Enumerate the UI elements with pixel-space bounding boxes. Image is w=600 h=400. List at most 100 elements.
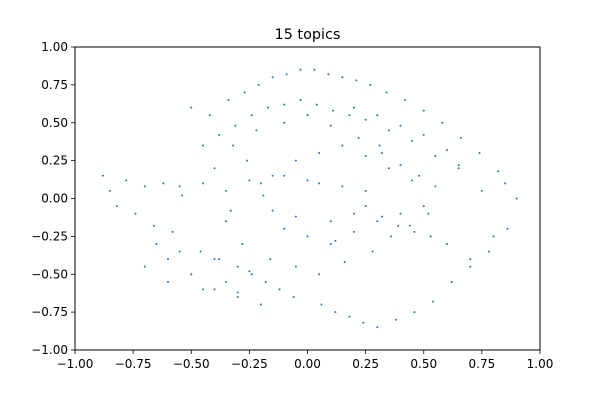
scatter-point: [250, 114, 253, 117]
scatter-point: [208, 114, 211, 117]
scatter-point: [411, 139, 414, 142]
scatter-point: [278, 288, 281, 291]
scatter-point: [387, 167, 390, 170]
scatter-point: [318, 152, 321, 155]
scatter-point: [334, 239, 337, 242]
scatter-point: [327, 73, 330, 76]
scatter-point: [227, 99, 230, 102]
scatter-point: [101, 174, 104, 177]
scatter-point: [218, 133, 221, 136]
scatter-point: [418, 174, 421, 177]
scatter-point: [266, 106, 269, 109]
scatter-point: [380, 215, 383, 218]
scatter-point: [236, 295, 239, 298]
scatter-point: [199, 250, 202, 253]
x-tick-label: 0.25: [352, 357, 379, 371]
scatter-point: [283, 121, 286, 124]
scatter-point: [515, 197, 518, 200]
scatter-point: [408, 224, 411, 227]
x-tick-label: −0.75: [115, 357, 152, 371]
y-tick-label: −0.25: [31, 229, 68, 243]
y-tick-label: −0.50: [31, 267, 68, 281]
scatter-point: [364, 205, 367, 208]
scatter-point: [229, 209, 232, 212]
y-axis-ticks: −1.00 −0.75 −0.50 −0.25 0.00 0.25 0.50 0.75 1.00: [31, 40, 75, 357]
scatter-point: [153, 224, 156, 227]
scatter-point: [299, 99, 302, 102]
scatter-point: [236, 291, 239, 294]
scatter-point: [487, 250, 490, 253]
scatter-point: [213, 288, 216, 291]
scatter-point: [115, 205, 118, 208]
scatter-point: [329, 242, 332, 245]
scatter-point: [318, 273, 321, 276]
scatter-point: [353, 230, 355, 233]
scatter-point: [353, 106, 355, 109]
scatter-point: [264, 280, 267, 283]
scatter-point: [294, 265, 297, 268]
scatter-point: [348, 114, 351, 117]
scatter-point: [294, 159, 297, 162]
scatter-points: [101, 68, 518, 329]
scatter-point: [271, 174, 274, 177]
scatter-point: [492, 235, 495, 238]
scatter-point: [250, 273, 253, 276]
scatter-point: [355, 79, 358, 82]
scatter-point: [399, 212, 402, 215]
scatter-point: [271, 76, 274, 79]
scatter-point: [371, 250, 374, 253]
y-tick-label: 0.25: [41, 154, 68, 168]
scatter-point: [306, 179, 309, 182]
scatter-point: [318, 182, 321, 185]
scatter-point: [378, 144, 381, 147]
scatter-point: [246, 159, 249, 162]
scatter-point: [329, 124, 332, 127]
scatter-point: [480, 189, 483, 192]
scatter-point: [255, 129, 258, 132]
scatter-point: [364, 155, 367, 158]
scatter-point: [422, 109, 425, 112]
scatter-point: [329, 220, 332, 223]
scatter-point: [394, 318, 397, 321]
scatter-point: [262, 194, 265, 197]
scatter-point: [225, 220, 228, 223]
scatter-point: [180, 194, 183, 197]
scatter-point: [427, 212, 430, 215]
scatter-point: [213, 258, 216, 261]
y-tick-label: 0.00: [41, 192, 68, 206]
scatter-point: [364, 189, 367, 192]
scatter-point: [306, 235, 309, 238]
scatter-point: [225, 189, 228, 192]
scatter-point: [125, 179, 128, 182]
scatter-point: [225, 280, 228, 283]
x-tick-label: 0.50: [410, 357, 437, 371]
scatter-point: [413, 311, 416, 314]
scatter-point: [343, 261, 346, 264]
scatter-point: [450, 280, 453, 283]
scatter-point: [357, 136, 360, 139]
scatter-point: [411, 179, 414, 182]
scatter-point: [364, 118, 367, 121]
scatter-point: [362, 321, 365, 324]
scatter-point: [422, 205, 425, 208]
scatter-point: [201, 182, 204, 185]
scatter-point: [334, 311, 337, 314]
axes: [74, 46, 541, 351]
scatter-point: [234, 124, 237, 127]
scatter-point: [446, 242, 448, 245]
scatter-point: [285, 73, 288, 76]
scatter-point: [399, 124, 402, 127]
scatter-point: [232, 144, 235, 147]
scatter-point: [260, 182, 262, 185]
scatter-point: [201, 144, 204, 147]
scatter-point: [376, 220, 379, 223]
x-tick-label: 1.00: [527, 357, 554, 371]
scatter-point: [315, 103, 318, 106]
scatter-point: [457, 167, 460, 170]
scatter-point: [143, 185, 146, 188]
scatter-point: [271, 209, 274, 212]
scatter-point: [397, 224, 400, 227]
scatter-point: [459, 136, 462, 139]
scatter-point: [178, 250, 181, 253]
scatter-point: [457, 164, 460, 167]
